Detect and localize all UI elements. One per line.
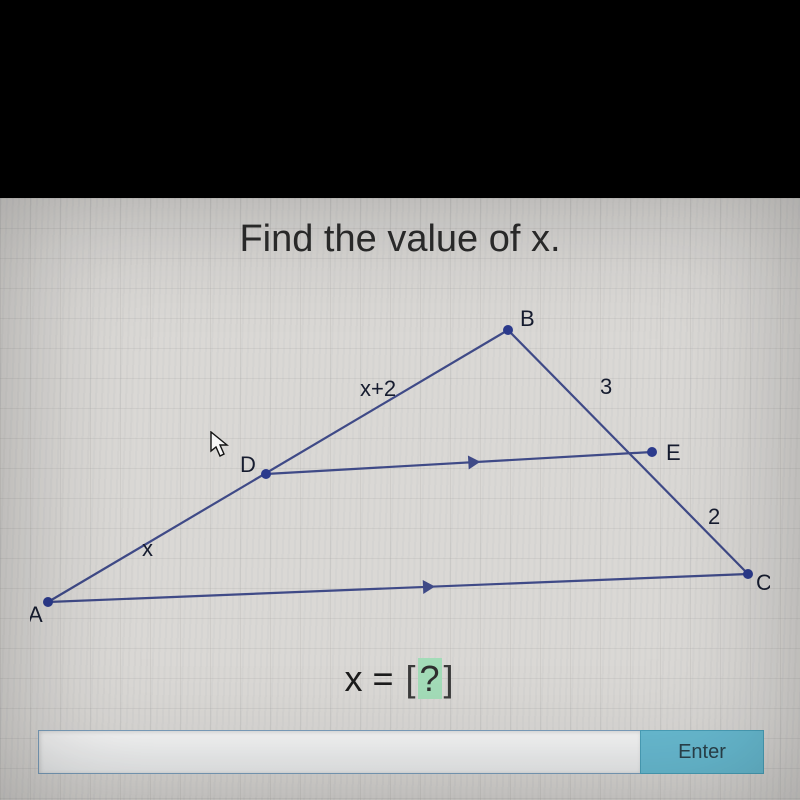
svg-text:D: D: [240, 452, 256, 477]
triangle-diagram: A B C D Ex+2 3 x 2: [30, 292, 770, 632]
answer-prefix: x =: [344, 658, 403, 699]
svg-text:x: x: [142, 536, 153, 561]
screen-root: Find the value of x. A B C D Ex+2 3 x 2 x = [?]…: [0, 0, 800, 800]
answer-placeholder: ?: [418, 658, 442, 699]
worksheet-area: Find the value of x. A B C D Ex+2 3 x 2 x = [?]…: [0, 198, 800, 800]
answer-bracket-close: ]: [442, 658, 456, 700]
enter-button[interactable]: Enter: [640, 730, 764, 774]
answer-input-bar: Enter: [38, 730, 764, 774]
svg-text:2: 2: [708, 504, 720, 529]
answer-template: x = [?]: [0, 658, 800, 700]
svg-text:B: B: [520, 306, 535, 331]
svg-text:3: 3: [600, 374, 612, 399]
svg-text:C: C: [756, 570, 770, 595]
svg-text:A: A: [30, 602, 43, 627]
answer-input[interactable]: [38, 730, 640, 774]
svg-text:x+2: x+2: [360, 376, 396, 401]
diagram-container: A B C D Ex+2 3 x 2: [30, 292, 770, 632]
svg-text:E: E: [666, 440, 681, 465]
question-title: Find the value of x.: [0, 218, 800, 261]
answer-bracket-open: [: [403, 658, 417, 700]
